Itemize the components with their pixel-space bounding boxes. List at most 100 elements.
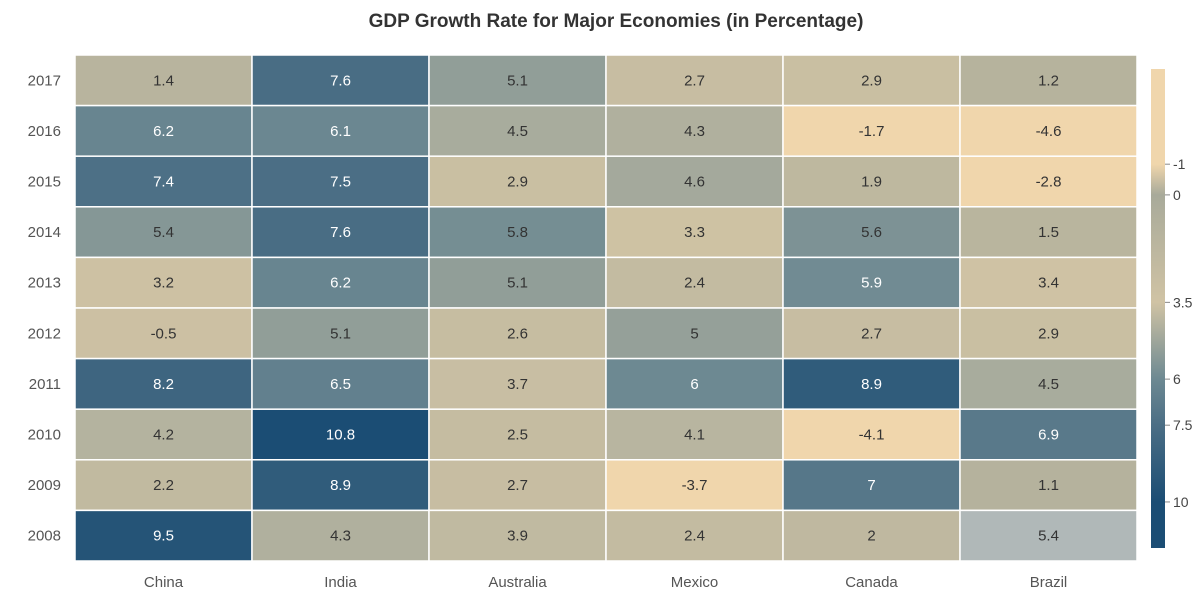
heatmap-cell[interactable] <box>74 206 253 259</box>
cell-value-label: 2.9 <box>1038 325 1059 342</box>
heatmap-cell[interactable] <box>959 206 1138 259</box>
legend-tick-label: 6 <box>1173 371 1181 387</box>
y-tick-label: 2010 <box>28 427 61 444</box>
cell-value-label: 5.6 <box>861 224 882 241</box>
heatmap-cell[interactable] <box>959 509 1138 562</box>
heatmap-cell[interactable] <box>605 408 784 461</box>
legend-tick-label: -1 <box>1173 156 1186 172</box>
heatmap-cell[interactable] <box>74 54 253 107</box>
x-axis: China India Australia Mexico Canada Brazil <box>144 574 1067 591</box>
heatmap-cell[interactable] <box>782 206 961 259</box>
heatmap-cell[interactable] <box>782 509 961 562</box>
cell-value-label: 7.6 <box>330 224 351 241</box>
heatmap-cell[interactable] <box>428 509 607 562</box>
cell-value-label: 8.2 <box>153 376 174 393</box>
cell-value-label: 6.5 <box>330 376 351 393</box>
cell-value-label: 5.4 <box>1038 528 1059 545</box>
heatmap-cell[interactable] <box>428 408 607 461</box>
y-tick-label: 2013 <box>28 275 61 292</box>
heatmap-cell[interactable] <box>782 459 961 512</box>
heatmap-cell[interactable] <box>959 104 1138 157</box>
x-tick-label: Brazil <box>1030 574 1068 591</box>
heatmap-cell[interactable] <box>251 459 430 512</box>
cell-value-label: 5.1 <box>330 325 351 342</box>
cell-value-label: 8.9 <box>861 376 882 393</box>
heatmap-cell[interactable] <box>428 54 607 107</box>
heatmap-cell[interactable] <box>251 206 430 259</box>
heatmap-cell[interactable] <box>605 357 784 410</box>
cell-value-label: 10.8 <box>326 427 355 444</box>
cell-value-label: 8.9 <box>330 477 351 494</box>
heatmap-cell[interactable] <box>251 509 430 562</box>
cell-value-label: 7.6 <box>330 72 351 89</box>
heatmap-cell[interactable] <box>428 357 607 410</box>
heatmap-cell[interactable] <box>782 256 961 309</box>
heatmap-cell[interactable] <box>74 459 253 512</box>
cell-value-label: 3.7 <box>507 376 528 393</box>
legend-tick-label: 7.5 <box>1173 417 1193 433</box>
heatmap-cell[interactable] <box>959 307 1138 360</box>
heatmap-cell[interactable] <box>251 155 430 208</box>
color-legend: -1 0 3.5 6 7.5 10 <box>1151 69 1193 548</box>
legend-ticks: -1 0 3.5 6 7.5 10 <box>1165 156 1193 510</box>
heatmap-cell[interactable] <box>959 357 1138 410</box>
cell-value-label: 7.5 <box>330 174 351 191</box>
cell-value-label: 3.2 <box>153 275 174 292</box>
chart-title: GDP Growth Rate for Major Economies (in … <box>369 11 864 32</box>
cell-value-label: 5.1 <box>507 72 528 89</box>
cell-value-label: 5.1 <box>507 275 528 292</box>
cell-value-label: 1.4 <box>153 72 174 89</box>
heatmap-cell[interactable] <box>251 104 430 157</box>
heatmap-cell[interactable] <box>74 307 253 360</box>
heatmap-cell[interactable] <box>74 256 253 309</box>
cell-value-label: 5.8 <box>507 224 528 241</box>
cell-value-label: 4.3 <box>330 528 351 545</box>
heatmap-cell[interactable] <box>605 256 784 309</box>
cell-value-label: 6.2 <box>153 123 174 140</box>
cell-value-label: 1.2 <box>1038 72 1059 89</box>
heatmap-cell[interactable] <box>428 459 607 512</box>
heatmap-cell[interactable] <box>959 155 1138 208</box>
cell-value-label: 6.9 <box>1038 427 1059 444</box>
heatmap-cell[interactable] <box>605 104 784 157</box>
heatmap-cell[interactable] <box>428 206 607 259</box>
x-tick-label: Canada <box>845 574 898 591</box>
x-tick-label: India <box>324 574 357 591</box>
x-tick-label: Mexico <box>671 574 719 591</box>
heatmap-cell[interactable] <box>74 509 253 562</box>
cell-value-label: 4.6 <box>684 174 705 191</box>
cell-value-label: 2.7 <box>861 325 882 342</box>
cell-value-label: 5 <box>690 325 698 342</box>
legend-tick-label: 0 <box>1173 187 1181 203</box>
cell-value-label: 2.6 <box>507 325 528 342</box>
heatmap-cell[interactable] <box>782 155 961 208</box>
legend-tick-label: 10 <box>1173 494 1189 510</box>
y-tick-label: 2008 <box>28 528 61 545</box>
cell-value-label: 4.3 <box>684 123 705 140</box>
heatmap-cell[interactable] <box>605 155 784 208</box>
cell-value-label: 2.7 <box>684 72 705 89</box>
cell-value-label: 7.4 <box>153 174 174 191</box>
cell-value-label: 2.7 <box>507 477 528 494</box>
heatmap-cell[interactable] <box>251 54 430 107</box>
cell-value-label: 2.4 <box>684 528 705 545</box>
cell-value-label: 1.5 <box>1038 224 1059 241</box>
heatmap-cell[interactable] <box>959 408 1138 461</box>
cell-value-label: 4.2 <box>153 427 174 444</box>
y-tick-label: 2014 <box>28 224 61 241</box>
heatmap-cell[interactable] <box>959 459 1138 512</box>
cell-value-label: 7 <box>867 477 875 494</box>
cell-value-label: 4.1 <box>684 427 705 444</box>
heatmap-cell[interactable] <box>959 256 1138 309</box>
heatmap-cell[interactable] <box>605 206 784 259</box>
heatmap-cell[interactable] <box>959 54 1138 107</box>
cell-value-label: 6.1 <box>330 123 351 140</box>
cell-value-label: 1.1 <box>1038 477 1059 494</box>
heatmap-cell[interactable] <box>74 357 253 410</box>
cell-value-label: 5.9 <box>861 275 882 292</box>
heatmap-cell[interactable] <box>74 408 253 461</box>
x-tick-label: Australia <box>488 574 547 591</box>
heatmap-cell[interactable] <box>782 408 961 461</box>
heatmap-cell[interactable] <box>428 256 607 309</box>
